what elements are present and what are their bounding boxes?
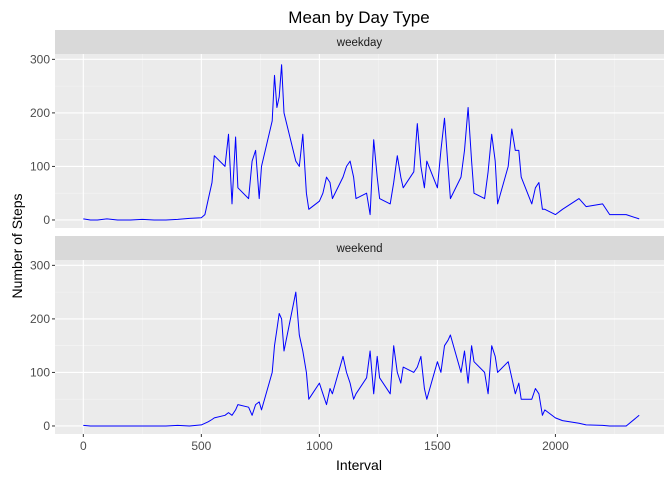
x-axis-title: Interval xyxy=(336,457,382,473)
series-line-weekday xyxy=(83,64,640,221)
panel-background xyxy=(55,260,664,434)
y-tick-label: 300 xyxy=(30,52,50,66)
strip-background xyxy=(55,30,664,54)
x-tick-label: 1500 xyxy=(424,439,451,453)
x-axis: 0 500 1000 1500 2000 xyxy=(80,434,569,453)
x-tick-label: 0 xyxy=(80,439,87,453)
strip-label-weekday: weekday xyxy=(336,37,383,49)
panel-background xyxy=(55,54,664,228)
series-line-weekend xyxy=(83,291,640,427)
y-axis-title: Number of Steps xyxy=(9,193,25,298)
x-tick-label: 2000 xyxy=(542,439,569,453)
strip-background xyxy=(55,236,664,260)
y-tick-label: 300 xyxy=(30,258,50,272)
facet-panel-weekend: weekend 0 100 200 300 xyxy=(30,236,664,434)
x-tick-label: 1000 xyxy=(306,439,333,453)
x-tick-label: 500 xyxy=(191,439,211,453)
y-tick-label: 100 xyxy=(30,159,50,173)
y-tick-label: 0 xyxy=(43,213,50,227)
chart-title: Mean by Day Type xyxy=(288,8,429,27)
facet-panels: weekday 0 100 200 300 weekend 0 100 200 300 xyxy=(30,30,664,434)
strip-label-weekend: weekend xyxy=(335,243,382,255)
y-tick-label: 200 xyxy=(30,106,50,120)
y-tick-label: 200 xyxy=(30,312,50,326)
y-tick-label: 100 xyxy=(30,365,50,379)
y-tick-label: 0 xyxy=(43,419,50,433)
facet-panel-weekday: weekday 0 100 200 300 xyxy=(30,30,664,228)
